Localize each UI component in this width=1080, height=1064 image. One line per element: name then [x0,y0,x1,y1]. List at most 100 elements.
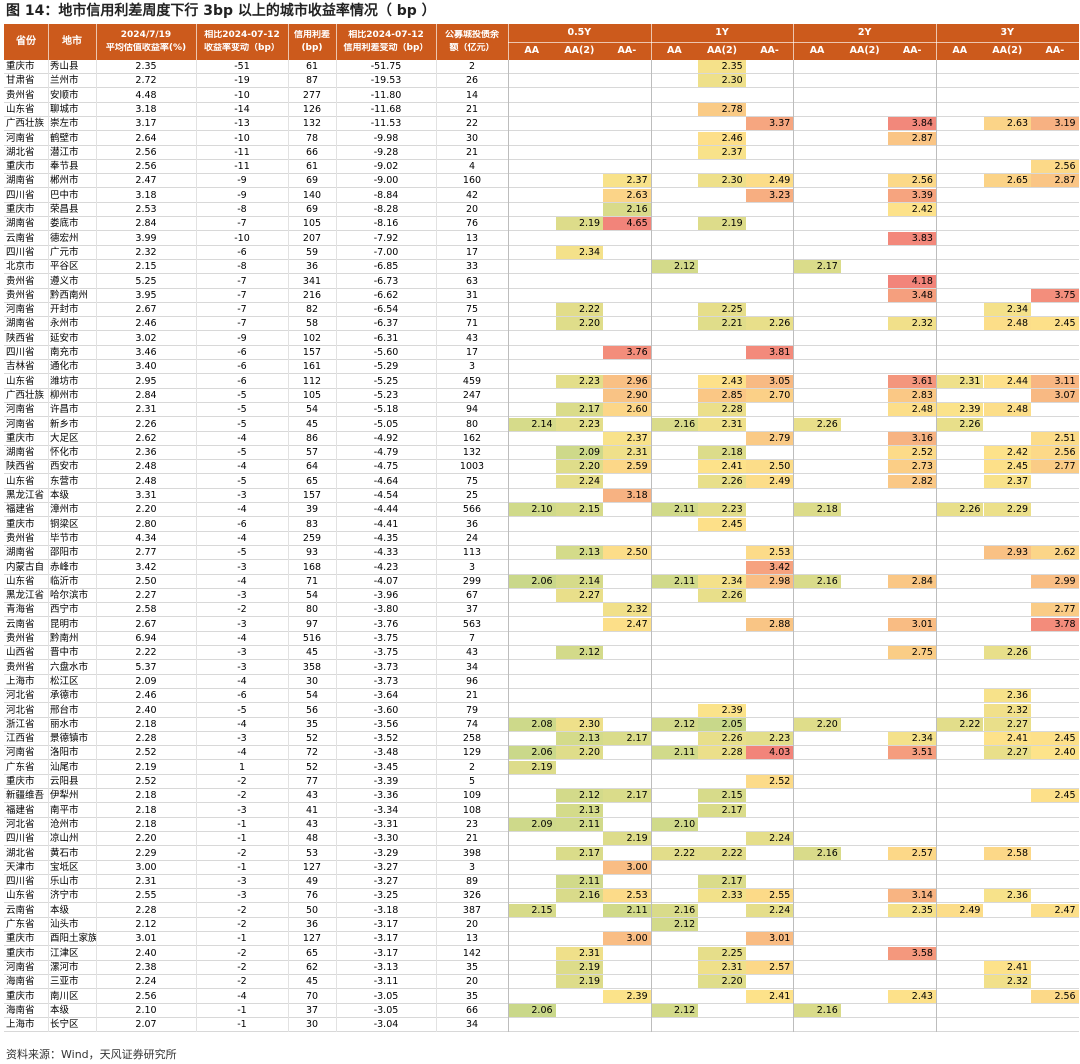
cell-yield-chg: -4 [237,633,247,644]
cell-city: 宝坻区 [50,861,79,873]
cell-province: 重庆市 [6,161,35,173]
cell-tenor-rating: 2.17 [603,732,651,746]
cell-tenor-rating [793,990,841,1003]
cell-tenor-rating [936,232,984,245]
cell-tenor-rating [651,375,699,388]
cell-tenor-rating [603,1004,651,1017]
cell-tenor-rating [1031,189,1079,202]
cell-tenor-rating [841,546,889,559]
cell-tenor-rating [841,475,889,488]
cell-tenor-rating [556,389,604,402]
cell-yield: 2.64 [135,132,157,144]
cell-tenor-rating [841,818,889,831]
cell-city: 平谷区 [50,261,79,273]
cell-tenor-rating: 2.50 [603,546,651,560]
cell-tenor-rating [698,546,746,559]
cell-spread-chg: -3.73 [373,661,399,673]
cell-tenor-rating [651,947,699,960]
cell-tenor-rating [936,947,984,960]
cell-tenor-rating: 2.27 [983,746,1032,760]
cell-spread: 30 [305,1019,319,1031]
cell-tenor-rating [888,546,936,559]
cell-tenor-rating: 2.26 [935,417,984,431]
cell-tenor-rating [841,217,889,230]
cell-tenor-rating [603,561,651,574]
cell-tenor-rating: 2.14 [508,417,556,431]
cell-spread: 216 [302,289,322,301]
cell-yield-chg: -9 [237,189,247,201]
cell-tenor-rating [603,646,651,659]
cell-tenor-rating [556,904,604,917]
cell-tenor-rating [888,260,936,273]
cell-tenor-rating [888,875,936,888]
table-row: 河北省 邢台市 2.40 -5 56 -3.60 79 2.39 2.32 [4,703,1079,718]
cell-province: 重庆市 [6,990,35,1002]
cell-city: 洛阳市 [50,747,79,759]
column-divider [436,60,437,1033]
cell-tenor-rating [936,632,984,645]
cell-tenor-rating: 2.84 [888,574,936,588]
cell-tenor-rating [793,689,841,702]
cell-province: 重庆市 [6,518,35,530]
cell-city: 兰州市 [50,75,79,87]
cell-spread-chg: -51.75 [370,61,402,72]
cell-yield-chg: -8 [237,261,247,273]
cell-spread-chg: -4.64 [373,475,399,487]
cell-tenor-rating: 2.51 [1031,431,1079,445]
cell-tenor-rating [984,675,1032,688]
cell-tenor-rating [508,317,556,330]
cell-tenor-rating [603,146,651,159]
cell-tenor-rating [936,89,984,102]
cell-yield: 2.46 [135,690,157,702]
cell-tenor-rating [508,847,556,860]
table-row: 福建省 漳州市 2.20 -4 39 -4.44 566 2.10 2.15 2.11 2.23 2.… [4,503,1079,518]
cell-tenor-rating [841,761,889,774]
column-divider [196,60,197,1033]
cell-tenor-rating [698,761,746,774]
cell-tenor-rating: 2.19 [508,760,556,774]
cell-tenor-rating [746,847,794,860]
cell-tenor-rating [508,1018,556,1031]
cell-tenor-rating: 2.45 [1031,732,1079,746]
cell-yield-chg: -6 [237,375,247,387]
cell-tenor-rating [698,990,746,1003]
cell-tenor-rating [841,832,889,845]
cell-city: 济宁市 [50,890,79,902]
table-row: 湖北省 潜江市 2.56 -11 66 -9.28 21 2.37 [4,145,1079,160]
cell-tenor-rating [888,632,936,645]
cell-tenor-rating [746,403,794,416]
cell-tenor-rating [746,503,794,516]
cell-province: 四川省 [6,246,35,258]
cell-tenor-rating [793,375,841,388]
cell-province: 福建省 [6,504,35,516]
cell-tenor-rating [841,847,889,860]
cell-tenor-rating [556,146,604,159]
table-row: 山东省 潍坊市 2.95 -6 112 -5.25 459 2.23 2.96 2.43 3.05 3… [4,374,1079,389]
cell-tenor-rating [651,689,699,702]
cell-tenor-rating [746,1018,794,1031]
cell-tenor-rating [984,160,1032,173]
cell-tenor-rating [841,60,889,73]
cell-yield-chg: -7 [237,218,247,230]
cell-city: 本级 [50,490,70,501]
cell-tenor-rating [936,74,984,87]
cell-tenor-rating [508,89,556,102]
cell-tenor-rating: 2.12 [650,918,699,931]
table-row: 贵州省 六盘水市 5.37 -3 358 -3.73 34 [4,661,1079,675]
cell-tenor-rating [508,804,556,817]
cell-balance: 37 [465,604,479,616]
cell-tenor-rating [841,646,889,659]
cell-tenor-rating [651,832,699,845]
cell-tenor-rating [746,418,794,431]
cell-tenor-rating [603,718,651,731]
cell-tenor-rating: 2.17 [698,875,746,889]
cell-tenor-rating [651,518,699,531]
cell-tenor-rating [651,160,699,173]
cell-tenor-rating [793,275,841,288]
cell-tenor-rating [1031,60,1079,73]
cell-spread-chg: -3.36 [373,790,399,802]
cell-tenor-rating [746,646,794,659]
cell-tenor-rating [936,661,984,674]
cell-balance: 132 [462,447,482,459]
cell-spread: 45 [305,647,319,659]
